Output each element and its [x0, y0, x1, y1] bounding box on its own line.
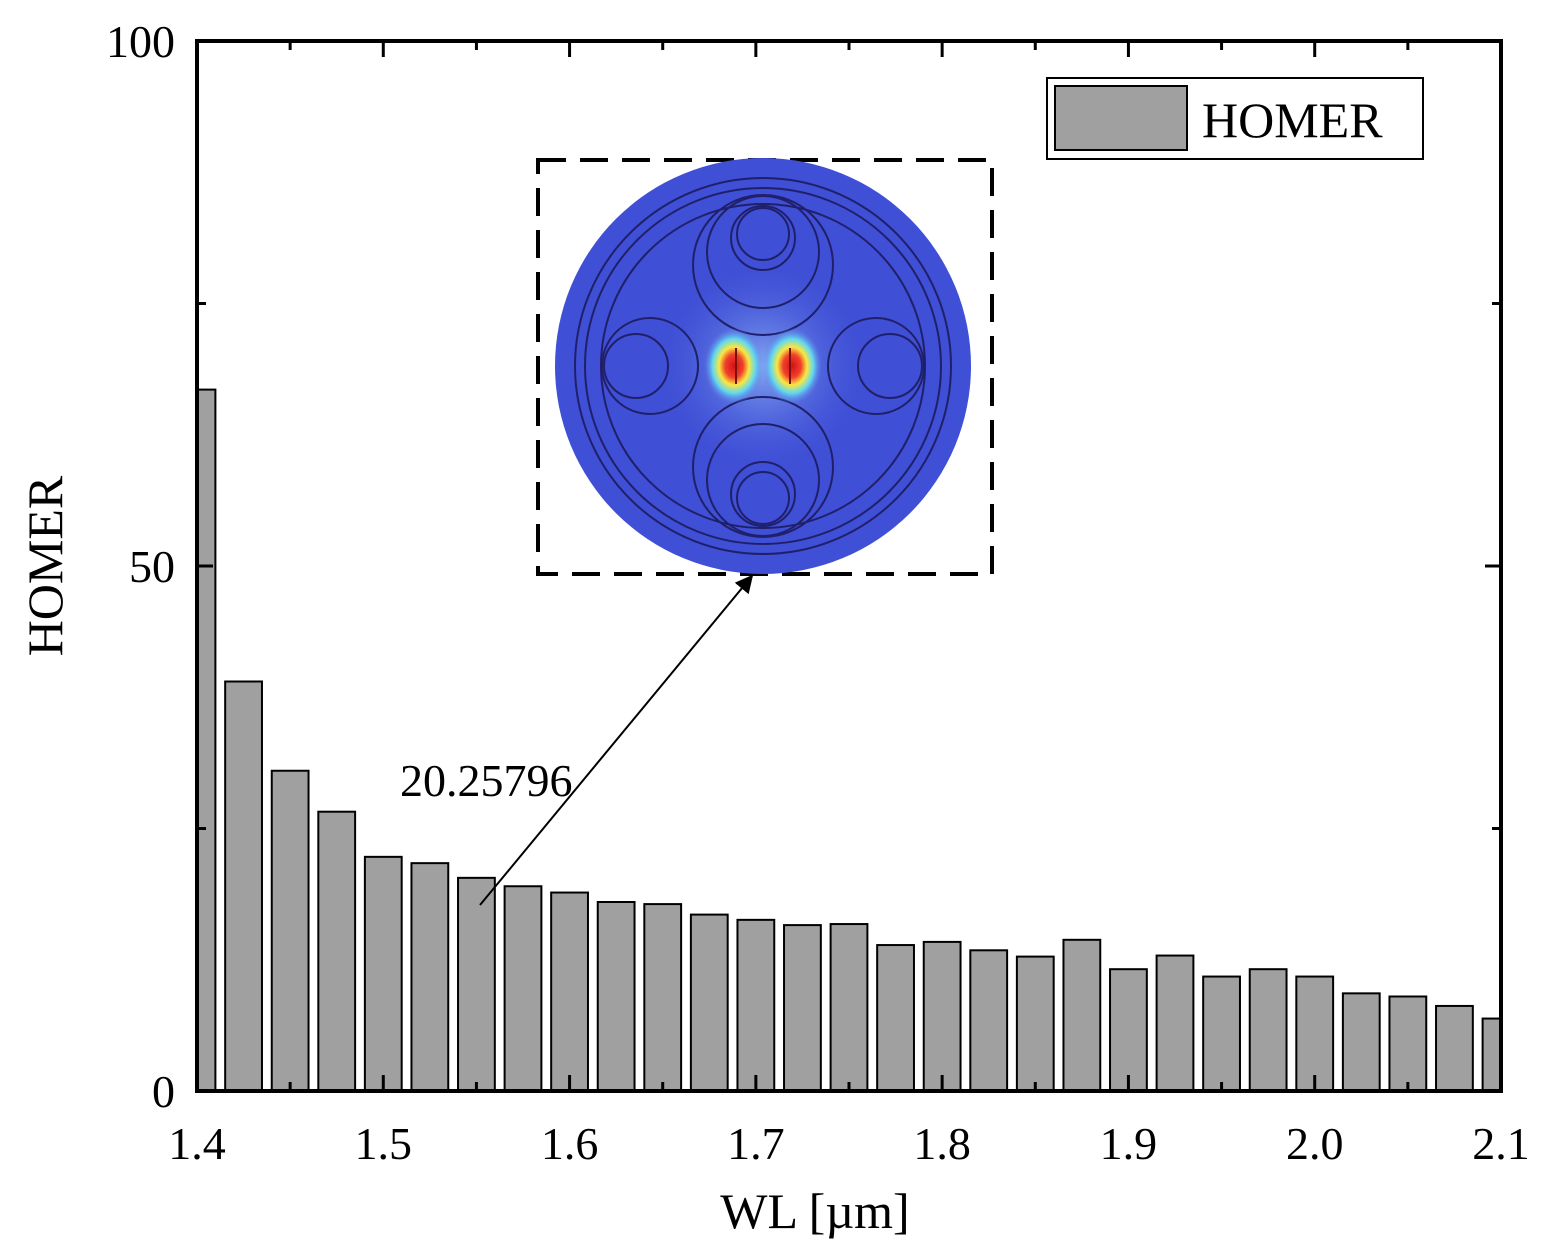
x-tick-label: 1.4: [168, 1118, 226, 1169]
x-axis-label: WL [µm]: [720, 1183, 909, 1239]
x-tick-label: 2.0: [1286, 1118, 1344, 1169]
y-axis-label: HOMER: [17, 475, 73, 656]
bar: [1202, 975, 1241, 1092]
bar: [550, 891, 589, 1092]
bar: [922, 940, 962, 1093]
bar: [1062, 938, 1102, 1092]
bar: [1481, 1017, 1502, 1092]
bar: [457, 876, 496, 1092]
bar: [596, 901, 636, 1092]
bar: [1341, 992, 1381, 1092]
ticks-group: [195, 39, 1503, 1093]
bar: [969, 949, 1009, 1092]
bar: [876, 944, 915, 1092]
legend-swatch: [1054, 85, 1188, 151]
bar: [1109, 968, 1148, 1093]
bar: [736, 918, 776, 1092]
bar: [317, 810, 357, 1092]
annotation-value: 20.25796: [400, 755, 573, 806]
x-tick-label: 1.8: [913, 1118, 971, 1169]
y-tick-label: 50: [129, 541, 175, 592]
bar: [270, 769, 310, 1092]
bar: [643, 903, 683, 1092]
bar: [1155, 954, 1195, 1092]
bar: [224, 680, 263, 1092]
bar: [410, 862, 450, 1093]
bar: [1435, 1004, 1474, 1093]
x-tick-label: 1.5: [355, 1118, 413, 1169]
y-tick-label: 0: [152, 1066, 175, 1117]
y-tick-label: 100: [106, 16, 175, 67]
bar: [1295, 975, 1335, 1092]
bar: [1388, 995, 1428, 1092]
bar: [196, 388, 217, 1093]
bar: [503, 885, 543, 1092]
bar: [1015, 955, 1055, 1092]
x-tick-label: 1.7: [727, 1118, 785, 1169]
legend: HOMER: [1046, 77, 1424, 160]
bar: [689, 913, 729, 1092]
bars-group: [196, 388, 1502, 1093]
x-tick-label: 2.1: [1472, 1118, 1530, 1169]
bar: [1248, 968, 1288, 1093]
bar: [363, 855, 403, 1092]
tick-labels-group: 1.4 1.5 1.6 1.7 1.8 1.9 2.0 2.1 0 50 100: [106, 16, 1530, 1169]
bar: [783, 924, 822, 1092]
annotation-arrow: [479, 574, 754, 906]
bar: [829, 923, 869, 1092]
x-tick-label: 1.6: [541, 1118, 599, 1169]
x-tick-label: 1.9: [1100, 1118, 1158, 1169]
legend-label: HOMER: [1202, 92, 1383, 148]
mode-field-profile-icon: [536, 158, 994, 576]
